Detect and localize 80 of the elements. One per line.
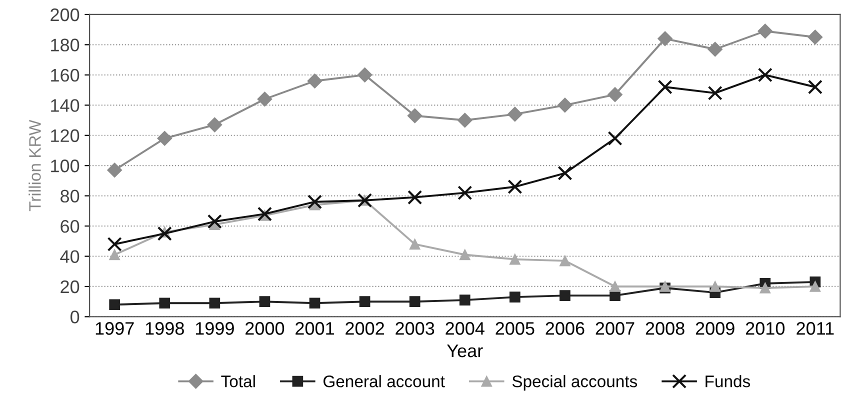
point xyxy=(508,179,522,194)
legend-label: General account xyxy=(324,375,445,388)
point xyxy=(808,30,823,45)
point xyxy=(708,42,723,57)
x-tick-label: 2009 xyxy=(696,322,734,335)
point xyxy=(207,117,222,132)
point xyxy=(708,86,722,100)
point xyxy=(359,296,370,308)
point xyxy=(459,249,470,260)
x-tick-label: 2008 xyxy=(646,322,684,335)
point xyxy=(107,162,122,178)
y-tick-label: 160 xyxy=(51,68,80,82)
point xyxy=(109,249,120,260)
point xyxy=(458,186,472,200)
point xyxy=(207,214,222,229)
x-tick-label: 2011 xyxy=(796,322,834,335)
point xyxy=(307,74,322,88)
point xyxy=(808,80,822,94)
point xyxy=(157,226,172,241)
point xyxy=(658,31,672,46)
point xyxy=(560,290,570,301)
x-tick-label: 2010 xyxy=(746,322,785,335)
point xyxy=(560,255,570,266)
y-tick-label: 180 xyxy=(51,38,80,52)
point xyxy=(758,24,773,39)
point xyxy=(408,190,422,205)
x-tick-label: 2004 xyxy=(446,322,484,335)
y-tick-label: 60 xyxy=(60,220,80,233)
point xyxy=(610,281,620,292)
x-tick-label: 2003 xyxy=(396,322,434,335)
y-tick-label: 140 xyxy=(51,99,80,112)
point xyxy=(758,68,772,82)
point xyxy=(409,296,420,308)
point xyxy=(558,166,572,180)
point xyxy=(209,298,220,309)
point xyxy=(257,92,272,107)
point xyxy=(608,131,622,146)
point xyxy=(307,194,322,210)
y-tick-label: 120 xyxy=(51,129,80,142)
point xyxy=(157,130,172,146)
y-tick-label: 100 xyxy=(51,160,80,172)
y-tick-label: 40 xyxy=(60,250,80,263)
y-tick-label: 20 xyxy=(60,280,80,294)
point xyxy=(508,106,522,122)
y-tick-label: 0 xyxy=(70,310,80,324)
x-tick-label: 2007 xyxy=(596,322,634,335)
point xyxy=(109,299,120,310)
point xyxy=(457,112,472,128)
x-tick-label: 1999 xyxy=(196,322,234,335)
x-tick-label: 1997 xyxy=(96,322,134,335)
point xyxy=(459,294,470,306)
x-tick-label: 1998 xyxy=(146,322,184,335)
legend-label: Total xyxy=(221,375,255,388)
point xyxy=(309,298,320,309)
point xyxy=(357,68,372,82)
point xyxy=(107,236,122,252)
point xyxy=(257,206,272,222)
point xyxy=(159,298,170,309)
legend-label: Special accounts xyxy=(512,375,638,391)
point xyxy=(658,80,672,94)
point xyxy=(510,292,520,302)
x-tick-label: 2005 xyxy=(496,322,534,335)
x-tick-label: 2002 xyxy=(346,322,384,335)
x-tick-label: 2006 xyxy=(546,322,584,335)
y-axis-title: Trillion KRW xyxy=(28,120,41,212)
point xyxy=(407,108,422,124)
point xyxy=(558,98,572,113)
y-tick-label: 200 xyxy=(50,8,80,22)
x-tick-label: 2001 xyxy=(296,322,334,335)
point xyxy=(760,282,771,294)
x-axis-title: Year xyxy=(447,344,483,358)
point xyxy=(409,238,420,250)
point xyxy=(259,296,270,308)
y-tick-label: 80 xyxy=(60,190,80,203)
point xyxy=(810,281,821,292)
legend-label: Funds xyxy=(706,375,750,388)
point xyxy=(710,281,721,292)
x-tick-label: 2000 xyxy=(246,322,284,335)
point xyxy=(608,87,622,102)
point xyxy=(510,254,520,265)
